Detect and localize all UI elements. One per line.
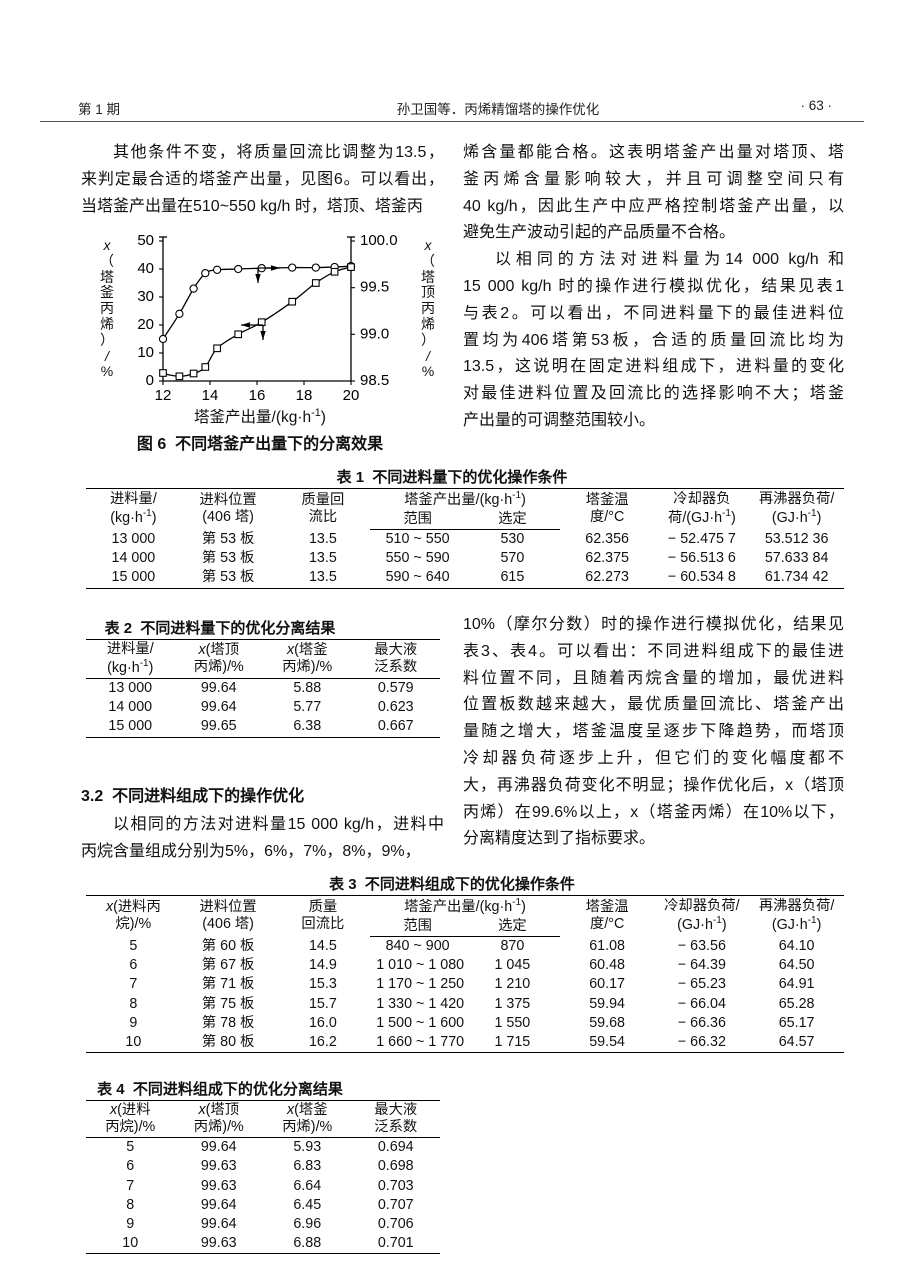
- svg-text:20: 20: [343, 387, 360, 404]
- svg-text:14: 14: [202, 387, 219, 404]
- svg-text:16: 16: [249, 387, 266, 404]
- svg-text:40: 40: [137, 260, 154, 277]
- svg-text:99.5: 99.5: [360, 279, 389, 296]
- svg-text:18: 18: [296, 387, 313, 404]
- svg-text:98.5: 98.5: [360, 372, 389, 389]
- svg-text:20: 20: [137, 316, 154, 333]
- svg-text:30: 30: [137, 288, 154, 305]
- svg-text:99.0: 99.0: [360, 325, 389, 342]
- svg-text:10: 10: [137, 344, 154, 361]
- svg-text:12: 12: [155, 387, 172, 404]
- svg-text:100.0: 100.0: [360, 232, 398, 249]
- svg-text:50: 50: [137, 232, 154, 249]
- svg-text:0: 0: [146, 372, 154, 389]
